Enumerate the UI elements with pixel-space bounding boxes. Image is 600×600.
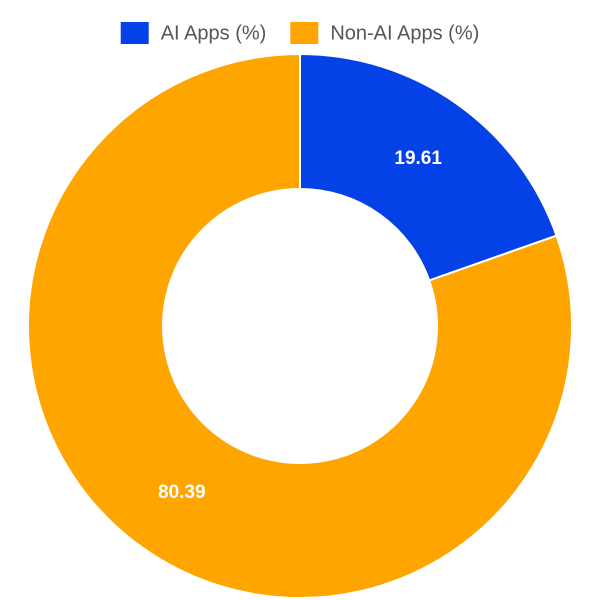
donut-slice: [299, 52, 558, 282]
legend-swatch: [290, 22, 319, 44]
legend-text: AI Apps (%): [161, 22, 267, 44]
legend-swatch: [120, 22, 149, 44]
legend: AI Apps (%) Non-AI Apps (%): [120, 22, 479, 44]
value-label: 19.61: [394, 148, 442, 169]
value-label: 80.39: [158, 482, 206, 503]
legend-text: Non-AI Apps (%): [330, 22, 479, 44]
donut-slice: [27, 52, 573, 599]
